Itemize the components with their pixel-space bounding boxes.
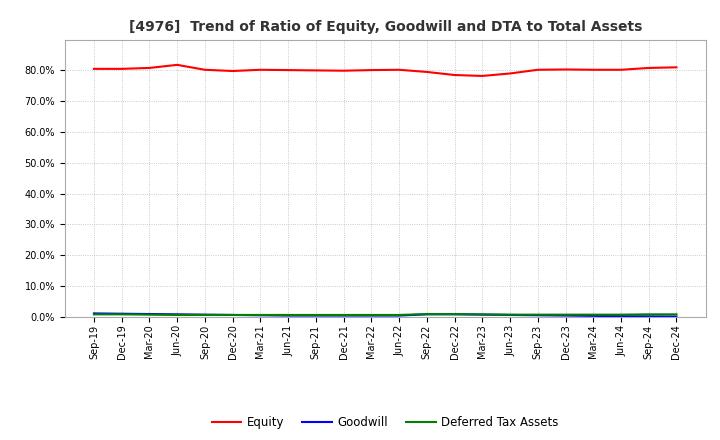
Equity — [672, 65, 681, 70]
Equity — [478, 73, 487, 79]
Deferred Tax Assets — [89, 312, 98, 317]
Goodwill — [145, 312, 154, 317]
Equity — [616, 67, 625, 73]
Goodwill — [616, 314, 625, 319]
Deferred Tax Assets — [312, 312, 320, 318]
Deferred Tax Assets — [478, 312, 487, 317]
Goodwill — [367, 313, 376, 318]
Equity — [256, 67, 265, 73]
Line: Deferred Tax Assets: Deferred Tax Assets — [94, 314, 677, 315]
Equity — [423, 69, 431, 74]
Goodwill — [423, 312, 431, 317]
Equity — [395, 67, 403, 73]
Equity — [173, 62, 181, 67]
Equity — [339, 68, 348, 73]
Equity — [228, 68, 237, 73]
Goodwill — [505, 312, 514, 318]
Equity — [505, 71, 514, 76]
Deferred Tax Assets — [395, 312, 403, 318]
Goodwill — [561, 313, 570, 318]
Goodwill — [644, 314, 653, 319]
Equity — [312, 68, 320, 73]
Equity — [367, 67, 376, 73]
Goodwill — [339, 313, 348, 318]
Equity — [117, 66, 126, 71]
Deferred Tax Assets — [534, 312, 542, 317]
Legend: Equity, Goodwill, Deferred Tax Assets: Equity, Goodwill, Deferred Tax Assets — [207, 411, 564, 434]
Deferred Tax Assets — [228, 312, 237, 318]
Deferred Tax Assets — [284, 312, 292, 318]
Goodwill — [284, 313, 292, 318]
Goodwill — [672, 314, 681, 319]
Equity — [201, 67, 210, 73]
Deferred Tax Assets — [644, 312, 653, 317]
Equity — [589, 67, 598, 73]
Deferred Tax Assets — [672, 312, 681, 317]
Equity — [644, 65, 653, 70]
Equity — [534, 67, 542, 73]
Goodwill — [173, 312, 181, 317]
Deferred Tax Assets — [367, 312, 376, 318]
Equity — [89, 66, 98, 71]
Goodwill — [395, 313, 403, 318]
Deferred Tax Assets — [589, 312, 598, 317]
Equity — [284, 67, 292, 73]
Goodwill — [534, 312, 542, 318]
Goodwill — [228, 312, 237, 318]
Deferred Tax Assets — [450, 312, 459, 317]
Deferred Tax Assets — [505, 312, 514, 317]
Goodwill — [89, 311, 98, 316]
Deferred Tax Assets — [173, 312, 181, 318]
Deferred Tax Assets — [117, 312, 126, 317]
Goodwill — [589, 313, 598, 319]
Deferred Tax Assets — [256, 312, 265, 318]
Equity — [450, 72, 459, 77]
Equity — [145, 65, 154, 70]
Deferred Tax Assets — [561, 312, 570, 317]
Line: Equity: Equity — [94, 65, 677, 76]
Line: Goodwill: Goodwill — [94, 313, 677, 316]
Goodwill — [201, 312, 210, 317]
Deferred Tax Assets — [423, 312, 431, 317]
Deferred Tax Assets — [339, 312, 348, 318]
Deferred Tax Assets — [145, 312, 154, 317]
Deferred Tax Assets — [201, 312, 210, 318]
Title: [4976]  Trend of Ratio of Equity, Goodwill and DTA to Total Assets: [4976] Trend of Ratio of Equity, Goodwil… — [128, 20, 642, 34]
Equity — [561, 67, 570, 72]
Goodwill — [256, 312, 265, 318]
Goodwill — [312, 313, 320, 318]
Goodwill — [478, 312, 487, 317]
Deferred Tax Assets — [616, 312, 625, 317]
Goodwill — [450, 312, 459, 317]
Goodwill — [117, 311, 126, 316]
